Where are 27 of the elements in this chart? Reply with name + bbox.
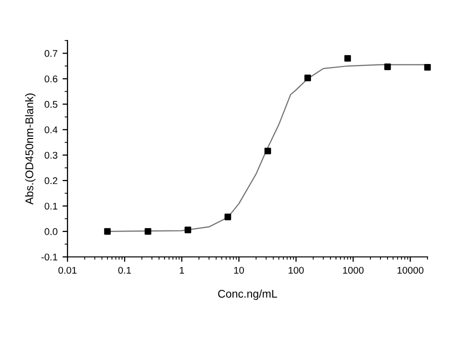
y-tick-label: 0.2: [44, 177, 58, 184]
point: [184, 226, 192, 234]
x-tick-label: 100: [288, 266, 304, 274]
point: [384, 63, 391, 70]
point: [304, 74, 311, 82]
y-tick-label: 0.7: [44, 50, 58, 57]
point: [424, 64, 431, 71]
x-tick-label: 10: [234, 266, 244, 274]
x-tick-label: 10000: [398, 266, 424, 274]
x-tick-label: 0.1: [118, 266, 131, 274]
y-tick-label: 0.0: [44, 228, 58, 236]
point: [104, 228, 111, 235]
y-tick-label: 0.1: [44, 202, 58, 210]
y-tick-label: 0.3: [44, 152, 58, 159]
point: [144, 228, 152, 235]
x-tick-label: 1: [180, 266, 184, 274]
x-tick-label: 0.01: [58, 266, 76, 274]
y-tick-label: -0.1: [41, 254, 58, 260]
y-tick-label: 0.5: [44, 100, 58, 108]
x-tick-label: 1000: [343, 266, 364, 274]
x-axis-title: Conc.ng/mL: [218, 290, 278, 300]
y-tick-label: 0.6: [44, 75, 58, 82]
point: [344, 55, 351, 62]
y-tick-label: 0.4: [44, 126, 58, 134]
point: [264, 148, 272, 154]
y-axis-title: Abs.(OD450nm-Blank): [25, 94, 36, 205]
point: [224, 214, 232, 220]
